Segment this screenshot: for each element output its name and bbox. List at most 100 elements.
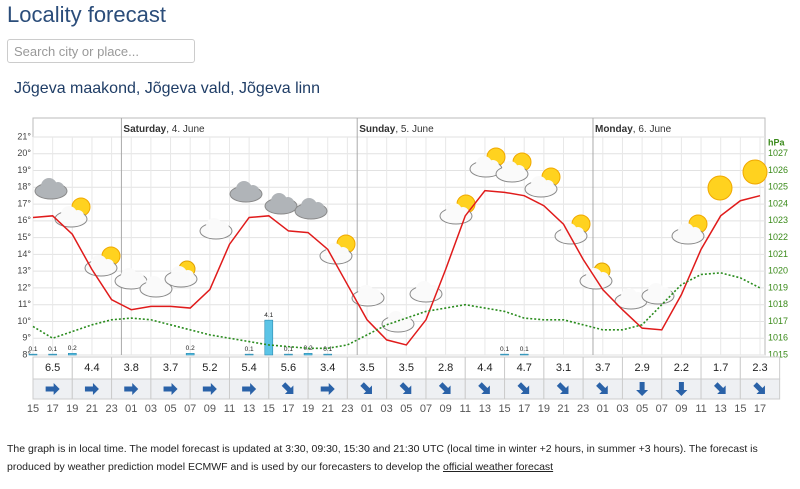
sun — [742, 159, 768, 185]
wind-cell — [464, 356, 506, 380]
cloud — [61, 206, 77, 222]
day-label: Sunday, 5. June — [359, 124, 434, 135]
x-tick-label: 23 — [341, 403, 353, 415]
wind-arrow — [84, 383, 99, 395]
wind-arrow — [713, 382, 726, 394]
weather-icon — [294, 198, 328, 220]
cloud — [614, 292, 648, 310]
x-tick-label: 19 — [302, 403, 314, 415]
wind-arrow — [163, 383, 178, 395]
precip-bar — [500, 353, 509, 356]
precip-label: 0.1 — [48, 346, 57, 353]
y-tick-label: 10° — [17, 316, 31, 326]
x-tick-label: 15 — [734, 403, 746, 415]
pressure-line — [32, 272, 761, 350]
weather-icon — [34, 178, 68, 200]
wind-speed: 2.8 — [438, 362, 453, 374]
day-name: Sunday — [359, 124, 396, 135]
precip-bar — [323, 353, 333, 356]
y2-tick-label: 1023 — [768, 215, 788, 225]
wind-cell — [425, 356, 466, 380]
arrow-cell — [504, 378, 545, 400]
wind-speed: 5.4 — [241, 362, 256, 374]
x-tick-label: 13 — [715, 403, 727, 415]
x-tick-label: 05 — [636, 403, 648, 415]
weather-icon — [671, 214, 708, 245]
wind-arrow — [202, 383, 217, 395]
x-tick-label: 07 — [420, 403, 432, 415]
cloud — [524, 180, 558, 198]
x-tick-label: 11 — [460, 403, 471, 415]
cloud — [531, 176, 547, 192]
arrow-cell — [268, 378, 309, 400]
weather-icon — [614, 288, 648, 310]
arrow-cell — [700, 378, 741, 400]
y2-tick-label: 1024 — [768, 198, 788, 208]
precip-label: 0.2 — [186, 345, 195, 352]
x-tick-label: 05 — [400, 403, 412, 415]
cloud — [34, 182, 68, 200]
y-tick-label: 15° — [17, 232, 31, 242]
cloud — [157, 280, 169, 292]
x-tick-label: 11 — [695, 403, 706, 415]
x-tick-label: 09 — [675, 403, 687, 415]
cloud — [229, 185, 263, 203]
weather-icon — [264, 193, 298, 215]
x-tick-label: 07 — [184, 403, 196, 415]
weather-icon — [199, 218, 233, 240]
cloud — [54, 210, 88, 228]
cloud — [427, 285, 439, 297]
cloud — [206, 218, 222, 234]
precip-label: 0.1 — [323, 346, 332, 353]
cloud — [121, 268, 137, 284]
cloud — [671, 227, 705, 245]
wind-cell — [32, 356, 73, 380]
wind-arrow — [320, 383, 335, 395]
x-tick-label: 23 — [577, 403, 589, 415]
y2-tick-label: 1018 — [768, 299, 788, 309]
y2-tick-label: 1022 — [768, 232, 788, 242]
wind-cell — [621, 356, 663, 380]
arrow-cell — [464, 378, 506, 400]
page-title: Locality forecast — [7, 2, 166, 27]
sun — [456, 194, 476, 214]
wind-cell — [346, 356, 388, 380]
wind-speed: 4.4 — [84, 362, 99, 374]
moon — [593, 262, 611, 280]
wind-arrow — [517, 382, 530, 394]
arrow-cell — [150, 378, 191, 400]
cloud — [319, 247, 353, 265]
wind-speed: 2.3 — [752, 362, 767, 374]
search-input[interactable] — [7, 39, 195, 63]
weather-icon — [495, 152, 532, 183]
x-tick-label: 15 — [263, 403, 275, 415]
y-tick-label: 16° — [17, 215, 31, 225]
cloud — [247, 185, 259, 197]
x-tick-label: 13 — [479, 403, 491, 415]
wind-arrow — [596, 382, 608, 394]
cloud — [632, 292, 644, 304]
precip-label: 0.1 — [500, 346, 509, 353]
cloud — [312, 202, 324, 214]
weather-icon — [114, 268, 148, 290]
cloud — [264, 197, 298, 215]
cloud — [586, 268, 602, 284]
cloud — [199, 222, 233, 240]
day-label: Monday, 6. June — [595, 124, 672, 135]
cloud — [648, 283, 664, 299]
y-tick-label: 11° — [18, 299, 31, 309]
precip-bar — [303, 352, 313, 356]
sun — [541, 167, 561, 187]
cloud — [381, 315, 415, 333]
y-tick-label: 19° — [17, 165, 31, 175]
x-tick-label: 11 — [224, 403, 235, 415]
forecast-link[interactable]: official weather forecast — [442, 461, 554, 473]
sun — [571, 214, 591, 234]
precip-bar — [185, 352, 195, 356]
arrow-cell — [661, 378, 702, 400]
cloud — [132, 272, 144, 284]
arrow-cell — [307, 378, 348, 400]
precip-label: 4.1 — [264, 312, 273, 319]
y-tick-label: 14° — [17, 249, 31, 259]
